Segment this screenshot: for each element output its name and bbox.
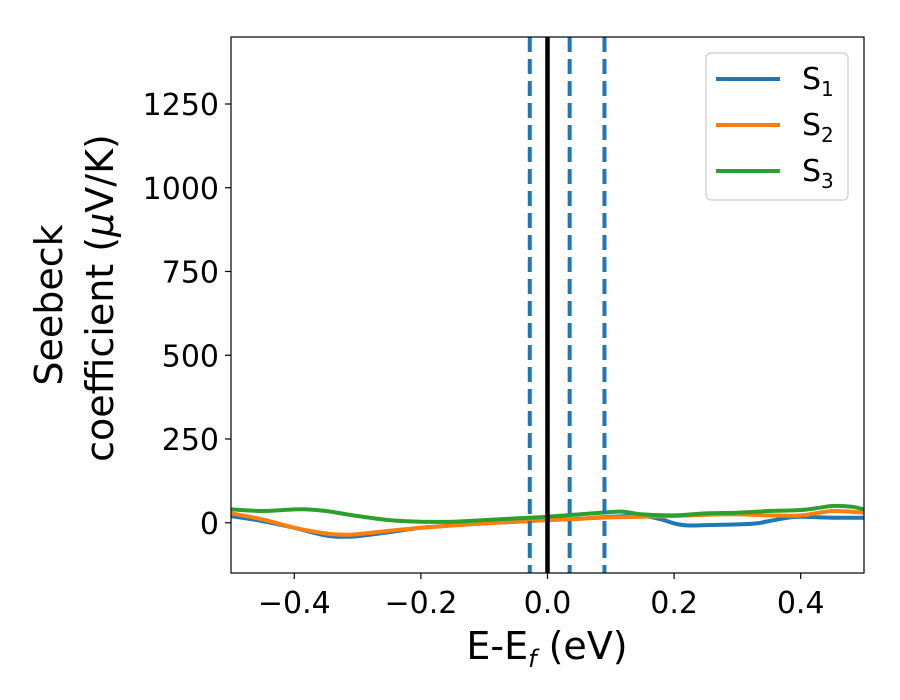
x-tick-label: −0.2: [384, 586, 457, 621]
y-tick-label: 750: [162, 256, 219, 291]
y-tick-label: 1250: [143, 88, 219, 123]
legend-label-2: S2: [802, 108, 834, 147]
x-tick-label: −0.4: [258, 586, 331, 621]
x-axis-title: E-Ef (eV): [466, 624, 627, 673]
y-tick-label: 1000: [143, 172, 219, 207]
y-tick-label: 500: [162, 339, 219, 374]
x-tick-label: 0.4: [777, 586, 825, 621]
legend-label-3: S3: [802, 154, 834, 193]
x-tick-label: 0.2: [650, 586, 698, 621]
series-line-2: [230, 508, 865, 537]
y-tick-label: 250: [162, 423, 219, 458]
legend-label-1: S1: [802, 62, 834, 101]
legend: S1 S2 S3: [705, 52, 849, 201]
x-ticks: −0.4 −0.2 0.0 0.2 0.4: [258, 573, 825, 621]
y-axis-title-line1: Seebeck: [27, 224, 71, 385]
series-line-3: [230, 503, 865, 524]
x-tick-label: 0.0: [524, 586, 572, 621]
y-axis-title-line2: coefficient (μV/K): [78, 134, 122, 462]
y-tick-label: 0: [200, 507, 219, 542]
reference-lines: [527, 37, 607, 573]
y-ticks: 0 250 500 750 1000 1250: [143, 88, 231, 542]
series-lines: [230, 503, 865, 539]
